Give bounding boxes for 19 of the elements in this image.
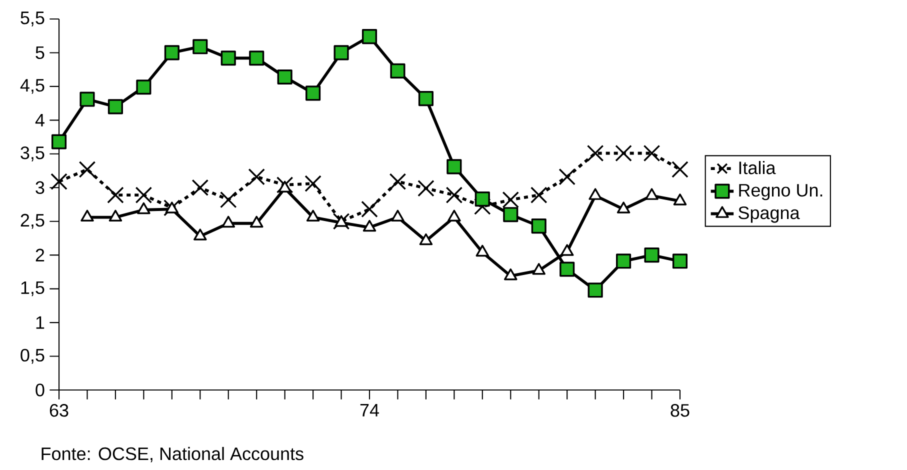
- y-tick-label: 2,5: [20, 214, 44, 229]
- y-tick-label: 0: [36, 384, 44, 396]
- x-tick-label: 63: [50, 404, 68, 417]
- y-tick-label: 3,5: [20, 146, 44, 162]
- y-tick-label: 1: [36, 316, 44, 329]
- x-tick-label: 85: [670, 404, 690, 417]
- y-tick-label: 4,5: [20, 79, 44, 94]
- y-tick-label: 0,5: [20, 348, 44, 364]
- y-tick-label: 5,5: [20, 12, 44, 26]
- y-tick-label: 1,5: [21, 281, 44, 296]
- legend-label: Regno Un.: [739, 184, 822, 200]
- legend-label: Italia: [739, 161, 776, 174]
- x-tick-label: 74: [360, 404, 379, 416]
- y-tick-label: 2: [36, 248, 44, 262]
- y-tick-label: 3: [36, 181, 44, 194]
- y-tick-label: 4: [35, 114, 44, 126]
- y-tick-label: 5: [36, 46, 44, 59]
- legend-label: Spagna: [738, 206, 800, 223]
- source-note: Fonte: OCSE, National Accounts: [42, 446, 304, 462]
